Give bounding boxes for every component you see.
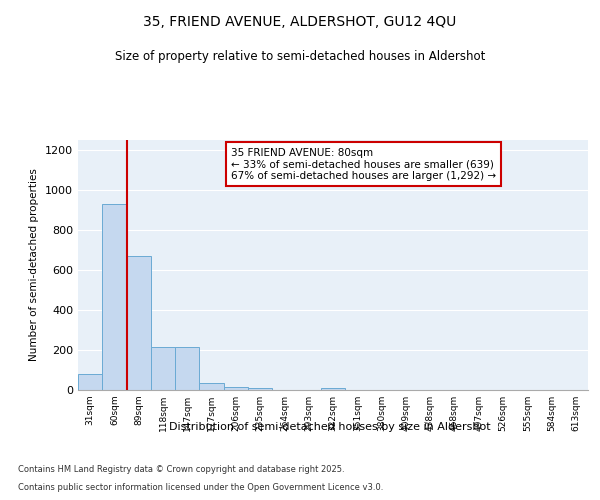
Bar xyxy=(78,374,102,390)
Bar xyxy=(175,347,199,390)
Bar xyxy=(248,388,272,390)
Bar xyxy=(102,204,127,390)
Bar xyxy=(199,383,224,390)
Text: 35 FRIEND AVENUE: 80sqm
← 33% of semi-detached houses are smaller (639)
67% of s: 35 FRIEND AVENUE: 80sqm ← 33% of semi-de… xyxy=(231,148,496,180)
Bar xyxy=(151,347,175,390)
Y-axis label: Number of semi-detached properties: Number of semi-detached properties xyxy=(29,168,40,362)
Bar xyxy=(127,256,151,390)
Text: Contains HM Land Registry data © Crown copyright and database right 2025.: Contains HM Land Registry data © Crown c… xyxy=(18,465,344,474)
Bar xyxy=(224,387,248,390)
Text: Contains public sector information licensed under the Open Government Licence v3: Contains public sector information licen… xyxy=(18,482,383,492)
Text: 35, FRIEND AVENUE, ALDERSHOT, GU12 4QU: 35, FRIEND AVENUE, ALDERSHOT, GU12 4QU xyxy=(143,15,457,29)
Text: Size of property relative to semi-detached houses in Aldershot: Size of property relative to semi-detach… xyxy=(115,50,485,63)
Text: Distribution of semi-detached houses by size in Aldershot: Distribution of semi-detached houses by … xyxy=(169,422,491,432)
Bar xyxy=(321,388,345,390)
